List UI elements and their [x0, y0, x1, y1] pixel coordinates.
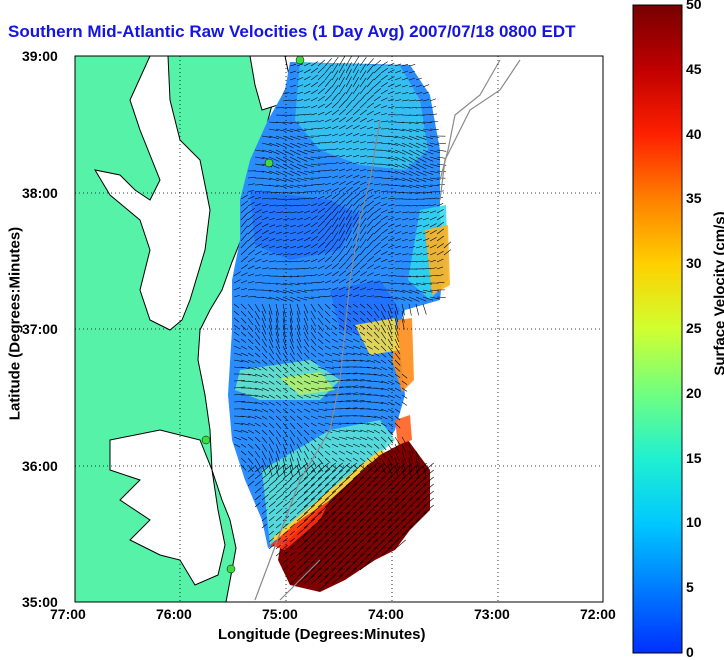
y-tick-label: 38:00 — [22, 185, 58, 201]
x-tick-label: 74:00 — [368, 606, 404, 622]
x-tick-label: 72:00 — [580, 606, 616, 622]
x-tick-label: 73:00 — [474, 606, 510, 622]
colorbar-tick-label: 30 — [686, 255, 702, 271]
x-tick-label: 76:00 — [156, 606, 192, 622]
y-tick-label: 39:00 — [22, 48, 58, 64]
colorbar-tick-label: 5 — [686, 579, 694, 595]
colorbar-tick-label: 35 — [686, 190, 702, 206]
station-marker — [202, 436, 210, 444]
y-tick-label: 37:00 — [22, 321, 58, 337]
colorbar-tick-label: 50 — [686, 0, 702, 12]
colorbar-tick-label: 25 — [686, 320, 702, 336]
colorbar — [633, 5, 682, 653]
colorbar-label: Surface Velocity (cm/s) — [712, 184, 724, 404]
station-marker — [296, 56, 304, 64]
x-axis-label: Longitude (Degrees:Minutes) — [218, 626, 426, 643]
y-tick-label: 35:00 — [22, 594, 58, 610]
colorbar-tick-label: 45 — [686, 61, 702, 77]
y-tick-label: 36:00 — [22, 458, 58, 474]
x-tick-label: 75:00 — [262, 606, 298, 622]
colorbar-tick-label: 0 — [686, 644, 694, 660]
y-axis-label: Latitude (Degrees:Minutes) — [7, 214, 24, 434]
colorbar-tick-label: 20 — [686, 385, 702, 401]
colorbar-tick-label: 15 — [686, 450, 702, 466]
map-title: Southern Mid-Atlantic Raw Velocities (1 … — [8, 22, 576, 42]
station-marker — [265, 159, 273, 167]
station-marker — [227, 565, 235, 573]
colorbar-tick-label: 40 — [686, 126, 702, 142]
colorbar-tick-label: 10 — [686, 514, 702, 530]
